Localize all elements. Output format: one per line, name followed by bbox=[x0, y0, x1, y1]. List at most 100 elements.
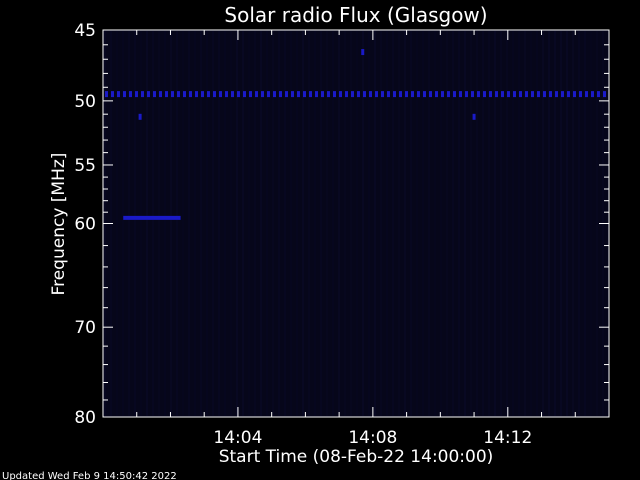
band-segment bbox=[441, 91, 444, 98]
band-segment bbox=[513, 91, 516, 98]
band-segment bbox=[279, 91, 282, 98]
band-segment bbox=[249, 91, 252, 98]
band-segment bbox=[405, 91, 408, 98]
band-segment bbox=[399, 91, 402, 98]
x-axis-label: Start Time (08-Feb-22 14:00:00) bbox=[219, 447, 494, 467]
band-segment bbox=[207, 91, 210, 98]
band-segment bbox=[345, 91, 348, 98]
band-segment bbox=[297, 91, 300, 98]
band-segment bbox=[351, 91, 354, 98]
y-tick-label: 55 bbox=[74, 156, 96, 176]
x-tick-label: 14:04 bbox=[213, 428, 262, 448]
band-segment bbox=[567, 91, 570, 98]
band-segment bbox=[225, 91, 228, 98]
spot-1 bbox=[138, 113, 142, 120]
y-tick-label: 70 bbox=[74, 318, 96, 338]
band-segment bbox=[525, 91, 528, 98]
band-segment bbox=[141, 91, 144, 98]
band-segment bbox=[219, 91, 222, 98]
spot-2 bbox=[472, 113, 476, 120]
band-segment bbox=[117, 91, 120, 98]
band-segment bbox=[231, 91, 234, 98]
band-segment bbox=[543, 91, 546, 98]
band-segment bbox=[195, 91, 198, 98]
band-segment bbox=[531, 91, 534, 98]
band-segment bbox=[357, 91, 360, 98]
band-segment bbox=[177, 91, 180, 98]
band-segment bbox=[489, 91, 492, 98]
band-segment bbox=[585, 91, 588, 98]
band-segment bbox=[273, 91, 276, 98]
band-segment bbox=[309, 91, 312, 98]
band-segment bbox=[423, 91, 426, 98]
y-axis-label: Frequency [MHz] bbox=[49, 153, 69, 296]
band-segment bbox=[603, 91, 606, 98]
band-segment bbox=[291, 91, 294, 98]
axes: 14:04 14:08 14:12 45 50 55 60 70 80 bbox=[74, 21, 609, 448]
band-segment bbox=[201, 91, 204, 98]
band-segment bbox=[189, 91, 192, 98]
band-segment bbox=[501, 91, 504, 98]
band-segment bbox=[483, 91, 486, 98]
band-segment bbox=[411, 91, 414, 98]
y-tick-label: 80 bbox=[74, 408, 96, 428]
plot-area bbox=[102, 29, 610, 418]
band-segment bbox=[159, 91, 162, 98]
band-segment bbox=[591, 91, 594, 98]
band-segment bbox=[375, 91, 378, 98]
band-segment bbox=[321, 91, 324, 98]
band-segment bbox=[429, 91, 432, 98]
y-tick-label: 45 bbox=[74, 21, 96, 41]
band-segment bbox=[123, 91, 126, 98]
band-segment bbox=[303, 91, 306, 98]
spectrogram-features bbox=[105, 49, 606, 220]
band-segment bbox=[519, 91, 522, 98]
band-segment bbox=[369, 91, 372, 98]
band-segment bbox=[381, 91, 384, 98]
band-segment bbox=[105, 91, 108, 98]
band-segment bbox=[471, 91, 474, 98]
band-segment bbox=[549, 91, 552, 98]
band-segment bbox=[261, 91, 264, 98]
band-segment bbox=[495, 91, 498, 98]
band-segment bbox=[183, 91, 186, 98]
band-segment bbox=[363, 91, 366, 98]
band-segment bbox=[453, 91, 456, 98]
band-segment bbox=[129, 91, 132, 98]
band-segment bbox=[417, 91, 420, 98]
band-segment bbox=[243, 91, 246, 98]
band-segment bbox=[393, 91, 396, 98]
band-segment bbox=[171, 91, 174, 98]
band-segment bbox=[459, 91, 462, 98]
band-segment bbox=[111, 91, 114, 98]
band-segment bbox=[135, 91, 138, 98]
band-segment bbox=[333, 91, 336, 98]
band-segment bbox=[507, 91, 510, 98]
band-segment bbox=[579, 91, 582, 98]
band-segment bbox=[285, 91, 288, 98]
band-segment bbox=[555, 91, 558, 98]
spot-3 bbox=[361, 49, 365, 56]
band-segment bbox=[387, 91, 390, 98]
band-segment bbox=[561, 91, 564, 98]
y-tick-label: 60 bbox=[74, 215, 96, 235]
band-segment bbox=[153, 91, 156, 98]
band-segment bbox=[165, 91, 168, 98]
band-segment bbox=[255, 91, 258, 98]
band-segment bbox=[267, 91, 270, 98]
band-segment bbox=[327, 91, 330, 98]
chart-title: Solar radio Flux (Glasgow) bbox=[224, 3, 487, 27]
band-segment bbox=[465, 91, 468, 98]
band-segment bbox=[237, 91, 240, 98]
x-tick-label: 14:08 bbox=[348, 428, 397, 448]
band-segment bbox=[339, 91, 342, 98]
band-segment bbox=[213, 91, 216, 98]
band-segment bbox=[477, 91, 480, 98]
band-segment bbox=[573, 91, 576, 98]
burst-segment bbox=[123, 215, 181, 220]
band-segment bbox=[435, 91, 438, 98]
band-segment bbox=[597, 91, 600, 98]
band-segment bbox=[447, 91, 450, 98]
x-tick-label: 14:12 bbox=[483, 428, 532, 448]
band-segment bbox=[315, 91, 318, 98]
